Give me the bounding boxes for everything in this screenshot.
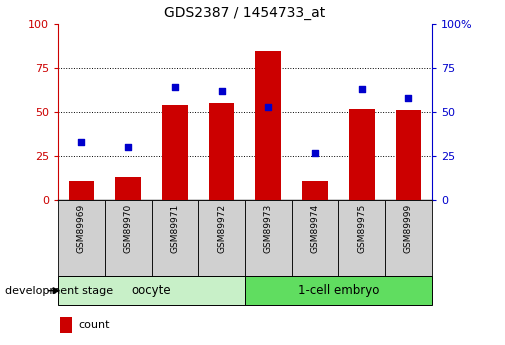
Bar xyxy=(256,51,281,200)
Bar xyxy=(115,177,141,200)
Bar xyxy=(209,104,234,200)
Bar xyxy=(105,200,152,276)
Text: 1-cell embryo: 1-cell embryo xyxy=(297,284,379,297)
Bar xyxy=(338,200,385,276)
Text: GSM89969: GSM89969 xyxy=(77,204,86,253)
Bar xyxy=(245,200,292,276)
Text: GSM89974: GSM89974 xyxy=(311,204,320,253)
Bar xyxy=(152,200,198,276)
Title: GDS2387 / 1454733_at: GDS2387 / 1454733_at xyxy=(164,6,326,20)
Point xyxy=(405,95,413,101)
Point xyxy=(218,88,226,94)
Point xyxy=(311,150,319,155)
Bar xyxy=(245,276,432,305)
Point xyxy=(264,104,272,110)
Text: count: count xyxy=(78,320,110,330)
Text: GSM89973: GSM89973 xyxy=(264,204,273,253)
Point xyxy=(124,145,132,150)
Text: GSM89999: GSM89999 xyxy=(404,204,413,253)
Text: development stage: development stage xyxy=(5,286,113,296)
Point xyxy=(171,85,179,90)
Text: oocyte: oocyte xyxy=(132,284,171,297)
Bar xyxy=(292,200,338,276)
Bar xyxy=(60,317,72,333)
Text: GSM89972: GSM89972 xyxy=(217,204,226,253)
Bar xyxy=(385,200,432,276)
Bar xyxy=(58,200,105,276)
Text: GSM89971: GSM89971 xyxy=(170,204,179,253)
Bar xyxy=(302,181,328,200)
Bar xyxy=(162,105,188,200)
Point xyxy=(358,87,366,92)
Text: GSM89975: GSM89975 xyxy=(357,204,366,253)
Text: GSM89970: GSM89970 xyxy=(124,204,133,253)
Bar xyxy=(395,110,421,200)
Bar xyxy=(349,109,375,200)
Bar xyxy=(69,181,94,200)
Bar xyxy=(198,200,245,276)
Bar xyxy=(58,276,245,305)
Point xyxy=(77,139,85,145)
